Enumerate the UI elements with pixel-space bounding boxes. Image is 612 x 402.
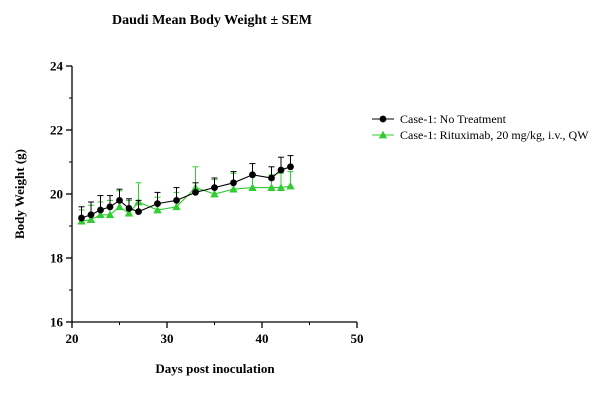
data-point xyxy=(87,211,95,219)
y-tick-label: 18 xyxy=(50,251,64,266)
data-point xyxy=(78,214,85,222)
data-point xyxy=(116,197,123,204)
data-point xyxy=(172,202,181,211)
data-point xyxy=(192,189,199,196)
data-point xyxy=(210,189,219,198)
data-point xyxy=(106,203,114,211)
data-point xyxy=(229,185,238,193)
data-point xyxy=(135,208,142,216)
series-layer xyxy=(77,155,295,225)
data-point xyxy=(249,171,256,179)
legend-marker xyxy=(378,130,388,139)
data-point xyxy=(230,179,237,187)
data-point xyxy=(115,202,124,211)
data-point xyxy=(96,210,105,219)
data-point xyxy=(86,215,96,223)
ticks: 16 18 20 22 24 20 30 40 50 xyxy=(50,59,364,347)
data-point xyxy=(173,197,180,204)
x-tick-label: 50 xyxy=(351,331,364,346)
y-tick-label: 20 xyxy=(50,187,63,202)
data-point xyxy=(105,210,115,219)
data-point xyxy=(154,200,161,208)
data-point xyxy=(287,163,294,171)
y-tick-label: 24 xyxy=(50,59,64,74)
data-point xyxy=(153,205,162,214)
y-axis-title: Body Weight (g) xyxy=(12,149,27,239)
legend-marker xyxy=(379,115,387,123)
data-point xyxy=(125,205,133,212)
x-tick-label: 40 xyxy=(256,331,269,346)
data-point xyxy=(268,174,275,182)
chart-title: Daudi Mean Body Weight ± SEM xyxy=(112,13,312,28)
data-point xyxy=(276,183,286,191)
data-point xyxy=(277,166,285,174)
x-axis-title: Days post inoculation xyxy=(155,361,275,376)
data-point xyxy=(97,206,104,214)
data-point xyxy=(267,183,276,191)
y-tick-label: 16 xyxy=(50,315,64,330)
data-point xyxy=(286,181,295,190)
y-tick-label: 22 xyxy=(50,123,63,138)
data-point xyxy=(211,184,218,192)
data-point xyxy=(124,209,134,217)
legend-label: Case-1: No Treatment xyxy=(400,112,507,126)
data-point xyxy=(248,183,257,191)
series-line xyxy=(81,185,291,222)
x-tick-label: 20 xyxy=(66,331,79,346)
series-line xyxy=(81,166,291,219)
legend: Case-1: No Treatment Case-1: Rituximab, 2… xyxy=(372,112,589,142)
x-tick-label: 30 xyxy=(161,331,174,346)
series-1 xyxy=(78,155,294,222)
legend-label: Case-1: Rituximab, 20 mg/kg, i.v., QW xyxy=(400,128,589,142)
